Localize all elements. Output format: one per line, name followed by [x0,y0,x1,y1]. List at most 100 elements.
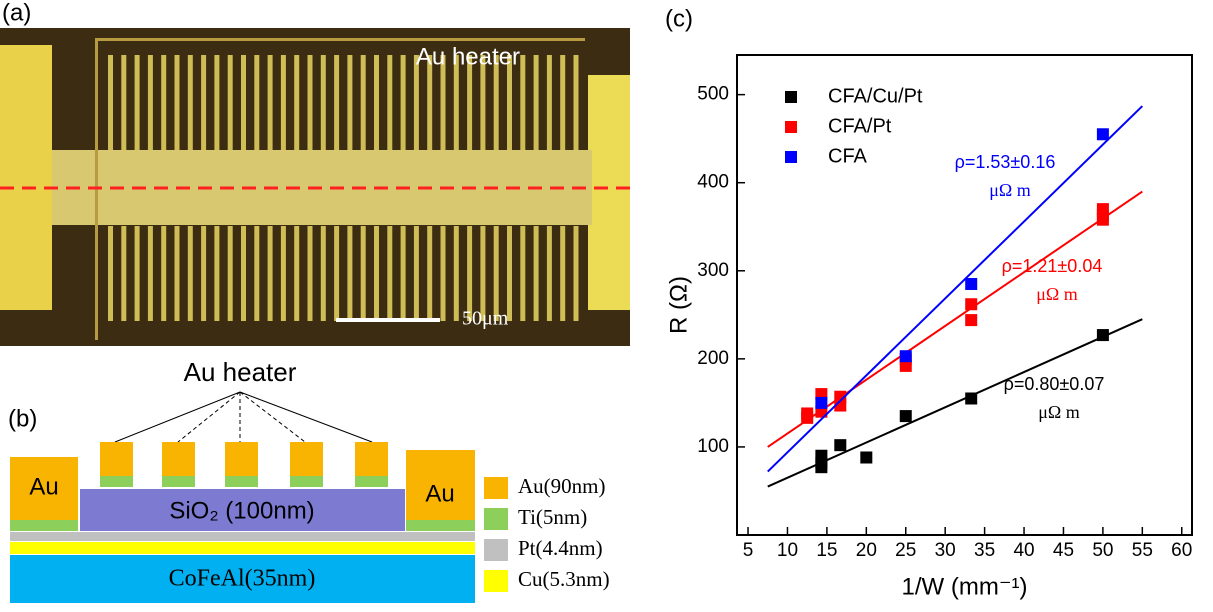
data-point [900,410,912,422]
annotation-unit: μΩ m [1038,402,1080,422]
pointer [115,392,240,442]
data-point [965,298,977,310]
heater-label: Au heater [184,357,297,387]
x-tick-label: 55 [1132,540,1153,561]
meander-finger [520,55,525,150]
heater-finger [162,442,195,476]
meander-finger [441,226,446,321]
heater-finger [355,442,388,476]
meander-finger [108,55,113,150]
pt-layer [10,532,475,541]
data-point [1097,329,1109,341]
meander-finger [520,226,525,321]
meander-finger [361,226,366,321]
x-tick-label: 40 [1013,540,1034,561]
pad-label: Au [425,480,454,507]
legend-swatch [785,121,797,133]
ti-layer [10,520,78,531]
meander-finger [374,226,379,321]
legend-swatch [484,477,508,499]
legend-swatch [484,508,508,530]
legend-label: Ti(5nm) [518,505,587,529]
y-tick-label: 100 [697,436,729,457]
meander-finger [241,226,246,321]
meander-finger [387,55,392,150]
x-tick-label: 10 [777,540,798,561]
legend-swatch [785,91,797,103]
meander-finger [347,55,352,150]
frame [95,40,98,340]
meander-finger [321,55,326,150]
x-tick-label: 25 [895,540,916,561]
legend-label: CFA [828,145,868,167]
heater-finger [225,442,258,476]
meander-finger [334,226,339,321]
ti-layer [225,476,258,487]
data-point [1097,128,1109,140]
annotation: ρ=1.21±0.04 [1002,256,1103,276]
meander-finger [534,226,539,321]
data-point [965,278,977,290]
meander-finger [560,55,565,150]
meander-finger [294,55,299,150]
micrograph: Au heater50μm [0,28,630,346]
x-tick-label: 45 [1053,540,1074,561]
meander-finger [534,55,539,150]
meander-finger [574,55,579,150]
data-point [965,314,977,326]
annotation: ρ=0.80±0.07 [1004,374,1105,394]
pointer [240,392,372,442]
data-point [900,350,912,362]
heater-label: Au heater [416,43,520,70]
meander-finger [281,55,286,150]
meander-finger [361,55,366,150]
pointer [240,392,305,442]
meander-finger [454,226,459,321]
meander-finger [347,226,352,321]
meander-finger [201,226,206,321]
legend-swatch [484,539,508,561]
meander-finger [254,226,259,321]
stack-diagram: Au heater (b) Au Au SiO₂ (100nm) CoFeAl(… [8,357,610,603]
data-point [834,439,846,451]
meander-finger [321,226,326,321]
y-axis-label: R (Ω) [665,276,692,334]
meander-finger [161,55,166,150]
meander-finger [374,55,379,150]
meander-finger [228,55,233,150]
data-point [801,407,813,419]
meander-finger [268,55,273,150]
meander-finger [121,55,126,150]
data-point [815,457,827,469]
y-tick-label: 300 [697,260,729,281]
meander-finger [175,226,180,321]
panel-label: (b) [8,405,37,432]
panel-label: (c) [665,5,693,32]
cu-layer [10,542,475,554]
legend-label: CFA/Pt [828,115,892,137]
meander-finger [414,226,419,321]
meander-finger [308,55,313,150]
data-point [860,451,872,463]
meander-finger [148,55,153,150]
x-axis-label: 1/W (mm⁻¹) [902,573,1028,600]
figure: Au heater50μm (a) Au heater (b) Au Au Si… [0,0,1213,612]
legend-label: Cu(5.3nm) [518,567,610,591]
meander-finger [161,226,166,321]
legend-swatch [484,570,508,592]
ti-layer [355,476,388,487]
annotation-unit: μΩ m [1036,284,1078,304]
meander-finger [387,226,392,321]
meander-finger [228,226,233,321]
legend-label: Pt(4.4nm) [518,536,603,560]
data-point [815,397,827,409]
meander-finger [547,55,552,150]
x-tick-label: 35 [974,540,995,561]
meander-finger [268,226,273,321]
panel-label: (a) [2,0,31,26]
meander-finger [108,226,113,321]
magnet-label: CoFeAl(35nm) [169,566,316,592]
meander-finger [241,55,246,150]
meander-finger [334,55,339,150]
